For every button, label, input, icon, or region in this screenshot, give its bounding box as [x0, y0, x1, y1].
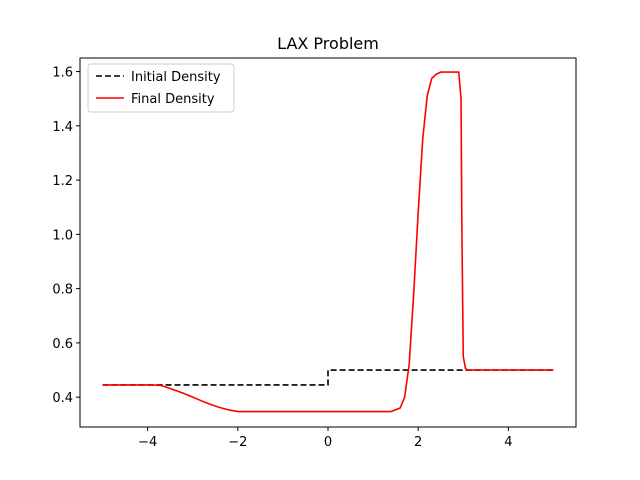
chart-title: LAX Problem [277, 34, 379, 53]
legend-label-2: Final Density [131, 92, 215, 107]
x-tick-label: −2 [228, 435, 247, 450]
x-tick-label: 2 [414, 435, 422, 450]
x-tick-label: 0 [324, 435, 332, 450]
legend-label-1: Initial Density [131, 70, 221, 85]
y-tick-label: 0.6 [52, 337, 73, 352]
legend: Initial Density Final Density [87, 63, 235, 113]
x-tick-label: 4 [504, 435, 512, 450]
plot-lines [102, 71, 554, 413]
y-tick-label: 1.0 [52, 228, 73, 243]
x-axis: −4 −2 0 2 4 [138, 427, 513, 450]
y-axis: 0.4 0.6 0.8 1.0 1.2 1.4 1.6 [52, 66, 80, 406]
y-tick-label: 0.8 [52, 283, 73, 298]
series-line-2 [102, 71, 554, 413]
y-tick-label: 0.4 [52, 391, 73, 406]
y-tick-label: 1.4 [52, 120, 73, 135]
x-tick-label: −4 [138, 435, 157, 450]
legend-box [87, 63, 235, 113]
series-line-1 [102, 369, 554, 386]
y-tick-label: 1.6 [52, 66, 73, 81]
y-tick-label: 1.2 [52, 174, 73, 189]
